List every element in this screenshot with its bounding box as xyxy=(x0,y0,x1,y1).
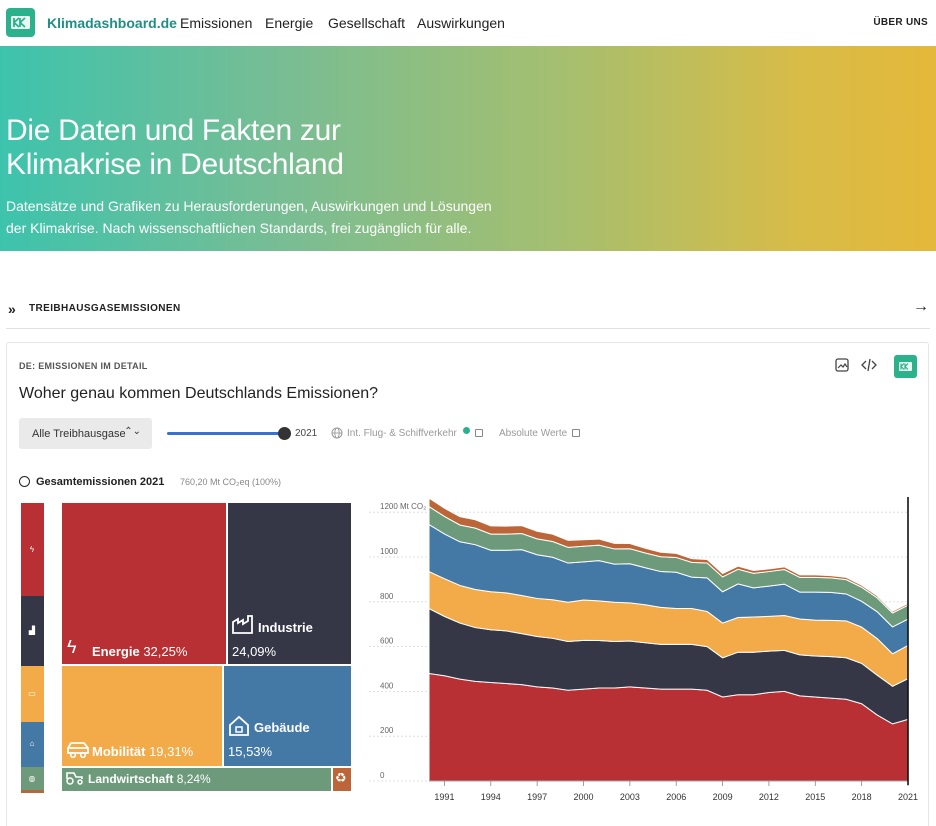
y-tick-label: 800 xyxy=(380,592,394,601)
treemap-energie[interactable]: ϟ Energie 32,25% xyxy=(62,503,226,664)
y-tick-label: 0 xyxy=(380,771,385,780)
total-label: Gesamtemissionen 2021 xyxy=(36,476,165,488)
x-tick-label: 1991 xyxy=(434,792,454,802)
absolute-option-label: Absolute Werte xyxy=(499,428,568,439)
y-tick-label: 1200 Mt CO₂ xyxy=(380,502,426,511)
info-icon[interactable] xyxy=(463,427,470,434)
tractor-icon xyxy=(65,769,85,788)
image-download-icon[interactable] xyxy=(835,358,849,375)
industrie-pct: 24,09% xyxy=(232,644,277,659)
y-tick-label: 600 xyxy=(380,637,394,646)
gas-select-value: Alle Treibhausgase xyxy=(32,428,126,440)
factory-icon xyxy=(232,614,254,639)
x-tick-label: 2003 xyxy=(620,792,640,802)
gas-type-select[interactable]: Alle Treibhausgase ⌃⌄ xyxy=(19,418,152,449)
x-tick-label: 1994 xyxy=(481,792,501,802)
mobilitaet-name: Mobilität xyxy=(92,744,146,759)
strip-mobilitaet[interactable]: ▭ xyxy=(21,666,44,722)
strip-landwirtschaft[interactable]: ◍ xyxy=(21,767,44,790)
tractor-icon: ◍ xyxy=(28,774,36,783)
gebaeude-name-label: Gebäude xyxy=(254,720,310,735)
hero-banner: Die Daten und Fakten zur Klimakrise in D… xyxy=(0,46,936,251)
logo-icon[interactable] xyxy=(6,8,35,37)
treemap-landwirtschaft[interactable]: Landwirtschaft 8,24% xyxy=(62,768,331,791)
card-kicker: DE: EMISSIONEN IM DETAIL xyxy=(19,361,148,371)
treemap-abfall[interactable]: ♻ xyxy=(333,768,351,791)
x-tick-label: 1997 xyxy=(527,792,547,802)
y-tick-label: 400 xyxy=(380,681,394,690)
strip-energie[interactable]: ϟ xyxy=(21,503,44,596)
landwirtschaft-pct: 8,24% xyxy=(176,772,211,786)
flights-option-label: Int. Flug- & Schiffverkehr xyxy=(347,428,457,439)
top-navigation: Klimadashboard.de Emissionen Energie Ges… xyxy=(0,0,936,46)
x-tick-label: 2021 xyxy=(898,792,918,802)
strip-abfall[interactable] xyxy=(21,790,44,793)
y-tick-label: 1000 xyxy=(380,547,398,556)
landwirtschaft-name: Landwirtschaft xyxy=(88,772,174,786)
treemap-gebaeude[interactable]: Gebäude 15,53% xyxy=(224,666,351,766)
mobilitaet-label: Mobilität 19,31% xyxy=(92,744,193,759)
gebaeude-name: Gebäude xyxy=(254,720,310,735)
treemap-industrie[interactable]: Industrie 24,09% xyxy=(228,503,351,664)
nav-about[interactable]: ÜBER UNS xyxy=(873,17,928,28)
total-radio[interactable] xyxy=(19,476,30,487)
strip-gebaeude[interactable]: ⌂ xyxy=(21,722,44,767)
energie-label: Energie 32,25% xyxy=(92,644,187,659)
nav-auswirkungen[interactable]: Auswirkungen xyxy=(417,15,505,31)
globe-icon xyxy=(331,427,343,442)
embed-code-icon[interactable] xyxy=(861,358,877,375)
year-slider-value: 2021 xyxy=(295,428,318,439)
double-chevron-icon: » xyxy=(8,301,16,317)
car-icon: ▭ xyxy=(28,689,36,698)
x-tick-label: 2006 xyxy=(666,792,686,802)
lightning-icon: ϟ xyxy=(29,545,35,554)
hero-text: Datensätze und Grafiken zu Herausforderu… xyxy=(6,198,492,236)
year-slider-track[interactable] xyxy=(167,432,285,435)
gebaeude-pct: 15,53% xyxy=(228,744,273,759)
house-icon xyxy=(228,715,250,742)
hero-title: Die Daten und Fakten zur Klimakrise in D… xyxy=(6,114,344,181)
industrie-name-label: Industrie xyxy=(258,620,313,635)
treemap-mobilitaet[interactable]: Mobilität 19,31% xyxy=(62,666,222,766)
nav-energie[interactable]: Energie xyxy=(265,15,314,31)
factory-icon: ▟ xyxy=(28,626,36,635)
lightning-icon: ϟ xyxy=(67,637,77,657)
year-slider-handle[interactable] xyxy=(278,427,291,440)
flights-checkbox[interactable] xyxy=(475,429,483,437)
section-header[interactable]: » TREIBHAUSGASEMISSIONEN → xyxy=(6,298,930,329)
card-title: Woher genau kommen Deutschlands Emission… xyxy=(19,385,379,402)
car-icon xyxy=(66,741,90,764)
total-value: 760,20 Mt CO₂eq (100%) xyxy=(180,477,282,487)
arrow-right-icon[interactable]: → xyxy=(913,298,929,315)
x-tick-label: 2015 xyxy=(805,792,825,802)
x-tick-label: 2009 xyxy=(713,792,733,802)
recycle-icon: ♻ xyxy=(335,770,347,785)
absolute-checkbox[interactable] xyxy=(572,429,580,437)
strip-industrie[interactable]: ▟ xyxy=(21,596,44,666)
nav-emissionen[interactable]: Emissionen xyxy=(180,15,253,31)
y-tick-label: 200 xyxy=(380,726,394,735)
brand-link[interactable]: Klimadashboard.de xyxy=(47,15,177,31)
nav-gesellschaft[interactable]: Gesellschaft xyxy=(328,15,406,31)
x-tick-label: 2012 xyxy=(759,792,779,802)
energie-name: Energie xyxy=(92,644,140,659)
energie-pct: 32,25% xyxy=(143,644,188,659)
emissions-card: DE: EMISSIONEN IM DETAIL Woher genau kom… xyxy=(6,342,929,826)
industrie-name: Industrie xyxy=(258,620,313,635)
chevron-updown-icon: ⌃⌄ xyxy=(124,426,141,437)
section-title: TREIBHAUSGASEMISSIONEN xyxy=(29,303,181,314)
mobilitaet-pct: 19,31% xyxy=(149,744,194,759)
x-tick-label: 2000 xyxy=(574,792,594,802)
landwirtschaft-label: Landwirtschaft 8,24% xyxy=(88,772,211,786)
klimadashboard-logo-icon[interactable] xyxy=(894,355,917,378)
x-tick-label: 2018 xyxy=(852,792,872,802)
house-icon: ⌂ xyxy=(29,739,35,748)
